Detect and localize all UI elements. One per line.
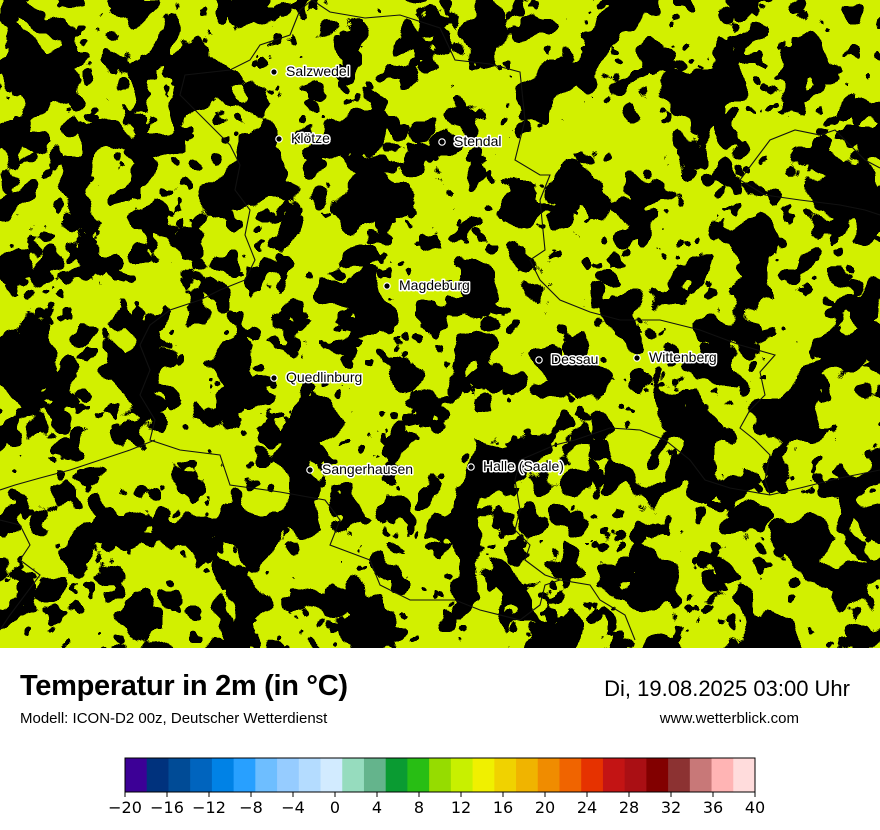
- temperature-map: Salzwedel Klötze Stendal Magdeburg Dessau Wit…: [0, 0, 880, 648]
- colorbar-swatch: [450, 758, 474, 792]
- colorbar-tick-label: −12: [192, 798, 226, 817]
- city-name: Stendal: [454, 133, 501, 149]
- colorbar-swatch: [342, 758, 365, 792]
- colorbar-tick-label: 20: [535, 798, 555, 817]
- color-scale: −20 −16 −12 −8 −4 0 4 8 12 16 20 24 28 32 36 40: [108, 757, 765, 817]
- colorbar-swatch: [537, 758, 560, 792]
- colorbar-swatch: [733, 758, 756, 792]
- colorbar-tick-label: 36: [703, 798, 723, 817]
- colorbar-swatch: [516, 758, 539, 792]
- city-name: Sangerhausen: [322, 461, 413, 477]
- colorbar-tick-label: 8: [414, 798, 424, 817]
- colorbar-tick-label: 24: [577, 798, 597, 817]
- city-klötze: Klötze: [275, 129, 332, 148]
- city-name: Halle (Saale): [483, 458, 564, 474]
- model-info: Modell: ICON-D2 00z, Deutscher Wetterdie…: [20, 710, 328, 727]
- colorbar-tick-label: −20: [108, 798, 142, 817]
- colorbar-swatch: [624, 758, 647, 792]
- colorbar-swatch: [168, 758, 191, 792]
- colorbar-swatch: [277, 758, 300, 792]
- colorbar-swatch: [190, 758, 213, 792]
- city-dot: [270, 374, 278, 382]
- colorbar-swatch: [429, 758, 452, 792]
- city-dot: [633, 354, 641, 362]
- city-name: Wittenberg: [649, 349, 717, 365]
- city-dot: [306, 466, 314, 474]
- colorbar-tick-label: −4: [281, 798, 305, 817]
- city-dot: [535, 356, 543, 364]
- colorbar-swatch: [668, 758, 691, 792]
- colorbar-tick-label: 16: [493, 798, 513, 817]
- colorbar-swatch: [298, 758, 322, 792]
- colorbar-swatch: [711, 758, 734, 792]
- city-name: Klötze: [291, 130, 330, 146]
- colorbar-tick-label: 28: [619, 798, 639, 817]
- colorbar-swatch: [385, 758, 408, 792]
- colorbar-swatch: [407, 758, 430, 792]
- city-name: Dessau: [551, 351, 598, 367]
- city-wittenberg: Wittenberg: [633, 348, 718, 367]
- colorbar-swatch: [320, 758, 343, 792]
- temperature-field: [0, 0, 880, 648]
- colorbar-tick-label: 12: [451, 798, 471, 817]
- city-quedlinburg: Quedlinburg: [270, 368, 364, 387]
- colorbar-border: [124, 757, 756, 793]
- forecast-datetime: Di, 19.08.2025 03:00 Uhr: [604, 676, 850, 701]
- city-labels: Salzwedel Klötze Stendal Magdeburg Dessau Wit…: [270, 62, 718, 479]
- colorbar-swatch: [146, 758, 169, 792]
- city-dot: [438, 138, 446, 146]
- city-dot: [270, 68, 278, 76]
- website-link[interactable]: www.wetterblick.com: [659, 710, 799, 727]
- colorbar-swatch: [581, 758, 604, 792]
- city-stendal: Stendal: [438, 132, 503, 151]
- colorbar-swatch: [494, 758, 517, 792]
- colorbar-swatch: [472, 758, 495, 792]
- city-salzwedel: Salzwedel: [270, 62, 351, 81]
- colorbar-tick-label: 4: [372, 798, 382, 817]
- colorbar-swatch: [689, 758, 713, 792]
- colorbar-swatch: [255, 758, 278, 792]
- city-halle-saale: Halle (Saale): [467, 457, 565, 476]
- city-sangerhausen: Sangerhausen: [306, 460, 415, 479]
- city-name: Magdeburg: [399, 277, 470, 293]
- city-dessau: Dessau: [535, 350, 600, 369]
- colorbar-tick-label: −8: [239, 798, 263, 817]
- colorbar-swatch: [559, 758, 582, 792]
- colorbar-swatch: [211, 758, 235, 792]
- colorbar-swatch: [646, 758, 669, 792]
- colorbar-tick-label: 40: [745, 798, 765, 817]
- city-magdeburg: Magdeburg: [383, 276, 471, 295]
- temperature-field-layer: [0, 0, 880, 648]
- city-name: Salzwedel: [286, 63, 350, 79]
- city-dot: [467, 463, 475, 471]
- colorbar-tick-label: 32: [661, 798, 681, 817]
- state-border: [0, 0, 880, 641]
- city-name: Quedlinburg: [286, 369, 362, 385]
- colorbar-swatch: [233, 758, 256, 792]
- colorbar-tick-label: −16: [150, 798, 184, 817]
- colorbar-swatch: [602, 758, 626, 792]
- city-dot: [275, 135, 283, 143]
- city-dot: [383, 282, 391, 290]
- colorbar-swatch: [125, 758, 148, 792]
- colorbar-tick-label: 0: [330, 798, 340, 817]
- map-title: Temperatur in 2m (in °C): [20, 670, 348, 702]
- colorbar-swatch: [363, 758, 387, 792]
